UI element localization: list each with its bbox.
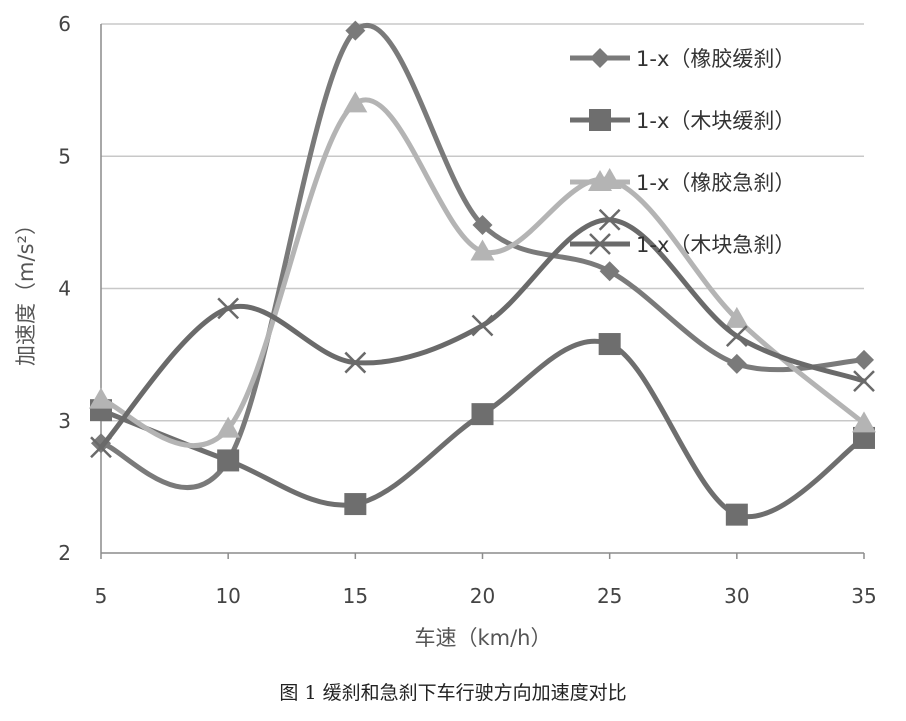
- x-tick-label: 15: [343, 584, 368, 608]
- legend-entry: 1-x（木块缓刹）: [570, 109, 795, 133]
- legend-entry: 1-x（橡胶急刹）: [570, 170, 795, 195]
- data-point: [852, 411, 876, 433]
- y-tick-labels: 2 3 4 5 6: [58, 12, 71, 565]
- legend-entry: 1-x（木块急刹）: [570, 233, 795, 257]
- x-marker-stroke: [589, 233, 611, 255]
- figure-caption: 图 1 缓刹和急刹下车行驶方向加速度对比: [279, 682, 627, 704]
- x-tick-label: 30: [724, 584, 749, 608]
- data-point: [90, 436, 112, 459]
- legend: 1-x（橡胶缓刹） 1-x（木块缓刹） 1-x（橡胶急刹） 1-x（木块急刹）: [570, 47, 795, 257]
- x-tick-label: 35: [851, 584, 876, 608]
- data-point: [345, 20, 366, 41]
- y-tick-label: 5: [58, 144, 71, 168]
- data-point: [724, 306, 749, 328]
- data-point: [599, 261, 620, 282]
- data-point: [854, 349, 874, 370]
- data-point: [217, 449, 240, 472]
- data-point: [470, 239, 495, 261]
- y-tick-label: 4: [58, 277, 71, 301]
- x-marker-stroke: [344, 351, 367, 374]
- legend-swatch-marker: [589, 109, 611, 131]
- series-3: [89, 91, 876, 448]
- x-tick-label: 20: [470, 584, 495, 608]
- x-marker-stroke: [471, 314, 494, 337]
- series-line: [98, 97, 867, 448]
- legend-entry: 1-x（橡胶缓刹）: [570, 47, 795, 71]
- data-point: [853, 370, 875, 392]
- legend-label: 1-x（橡胶急刹）: [636, 171, 795, 195]
- x-tick-label: 5: [95, 584, 108, 608]
- legend-swatch-marker: [590, 48, 610, 68]
- x-marker-stroke: [725, 325, 748, 347]
- data-point: [344, 493, 367, 516]
- legend-swatch-marker: [589, 233, 611, 255]
- y-tick-label: 2: [58, 541, 71, 565]
- x-marker-stroke: [853, 370, 875, 392]
- data-point: [726, 353, 747, 374]
- axes: [100, 24, 865, 559]
- x-axis-title: 车速（km/h）: [414, 626, 551, 650]
- x-tick-label: 10: [215, 584, 240, 608]
- data-point: [344, 351, 367, 374]
- y-tick-label: 3: [58, 409, 71, 433]
- series-4: [90, 208, 875, 459]
- legend-label: 1-x（木块急刹）: [636, 233, 795, 257]
- data-point: [217, 297, 240, 320]
- series-layer: [89, 20, 876, 526]
- data-point: [598, 208, 621, 231]
- data-point: [472, 215, 493, 236]
- x-marker-stroke: [90, 436, 112, 459]
- data-point: [471, 314, 494, 337]
- x-tick-labels: 5 10 15 20 25 30 35: [95, 584, 877, 608]
- y-axis-title: 加速度（m/s²）: [14, 214, 38, 366]
- data-point: [216, 416, 241, 438]
- data-point: [598, 333, 621, 356]
- legend-label: 1-x（橡胶缓刹）: [636, 47, 795, 71]
- data-point: [853, 426, 875, 449]
- legend-label: 1-x（木块缓刹）: [636, 109, 795, 133]
- series-2: [90, 333, 875, 526]
- data-point: [725, 503, 748, 526]
- x-marker-stroke: [598, 208, 621, 231]
- data-point: [725, 325, 748, 347]
- y-tick-label: 6: [58, 12, 71, 36]
- data-point: [89, 387, 113, 409]
- data-point: [471, 403, 494, 426]
- x-tick-label: 25: [597, 584, 622, 608]
- data-point: [343, 91, 368, 113]
- x-marker-stroke: [217, 297, 240, 320]
- legend-swatch-marker: [588, 170, 612, 191]
